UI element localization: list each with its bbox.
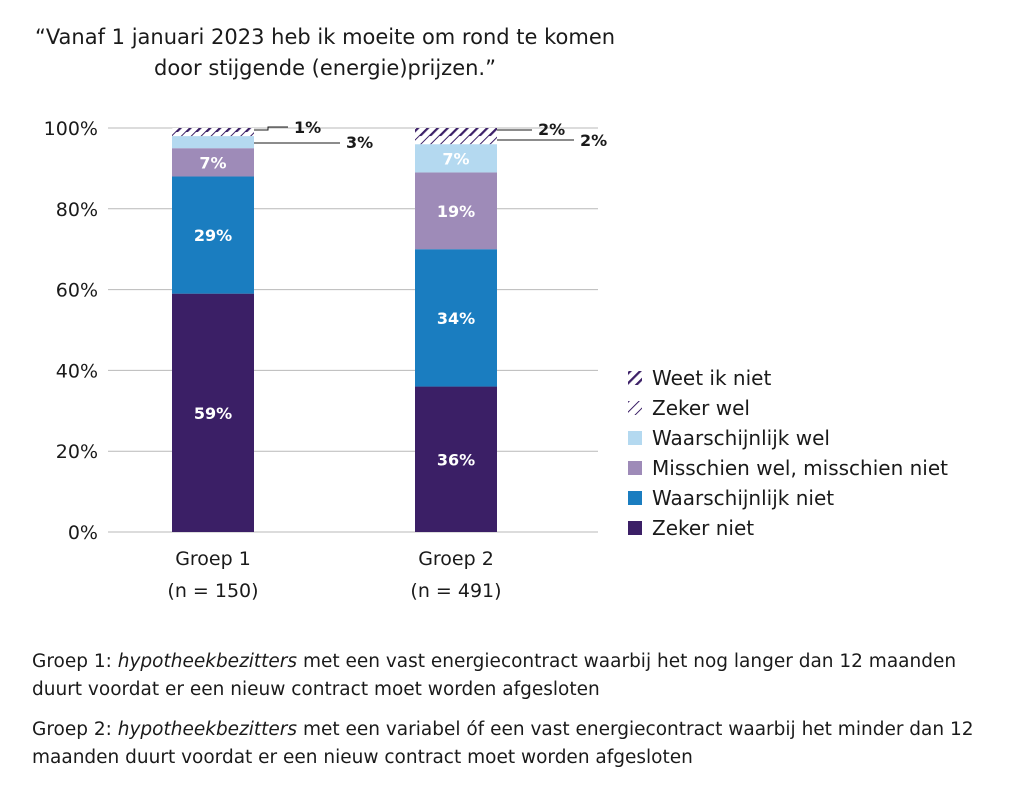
x-axis-categories: Groep 1 (n = 150) Groep 2 (n = 491) [167,548,501,602]
data-label: 59% [194,404,232,423]
bar-segment [172,176,254,294]
category-label: Groep 2 [418,548,494,570]
bar-segment [172,293,254,532]
category-sublabel: (n = 150) [167,580,258,602]
data-label: 7% [199,153,226,172]
legend-entry: Waarschijnlijk niet [652,486,834,510]
callout-line [254,126,288,131]
bar-segment [172,136,254,149]
footnote-text: met een vast energiecontract waarbij het… [32,651,957,700]
y-axis: 0% 20% 40% 60% 80% 100% [44,118,98,544]
footnote-prefix: Groep 1: [32,651,118,672]
legend-swatch [628,431,642,445]
callout-label: 1% [294,118,321,137]
legend-swatch [628,521,642,535]
legend-entry: Zeker wel [652,396,750,420]
callout-label: 2% [580,131,607,150]
bar-segment [415,386,497,532]
footnote-text: met een variabel óf een vast energiecont… [32,719,974,768]
footnote-italic: hypotheekbezitters [117,719,298,740]
bar-segment [415,172,497,250]
bar-segment [172,132,254,137]
callouts: 1% 3% 2% 2% [254,118,607,152]
legend-swatch [628,491,642,505]
bar-segment [415,144,497,173]
legend: Weet ik niet Zeker wel Waarschijnlijk wel M… [628,366,948,540]
y-tick-label: 20% [56,441,98,463]
data-label: 7% [442,149,469,168]
bar-segment [415,136,497,145]
legend-swatch [628,371,642,385]
data-label: 19% [437,202,475,221]
legend-entry: Weet ik niet [652,366,771,390]
bar-segment [172,128,254,133]
y-tick-label: 100% [44,118,98,140]
legend-entry: Waarschijnlijk wel [652,426,830,450]
chart-title: “Vanaf 1 januari 2023 heb ik moeite om r… [34,25,616,80]
legend-swatch [628,401,642,415]
category-sublabel: (n = 491) [410,580,501,602]
y-tick-label: 60% [56,280,98,302]
legend-swatch [628,461,642,475]
legend-entry: Zeker niet [652,516,754,540]
footnote-groep-2: Groep 2: hypotheekbezitters met een vari… [32,716,992,772]
footnote-groep-1: Groep 1: hypotheekbezitters met een vast… [32,648,992,704]
footnote-prefix: Groep 2: [32,719,118,740]
callout-label: 3% [346,133,373,152]
data-label: 34% [437,309,475,328]
bars [172,128,497,532]
data-label: 29% [194,226,232,245]
callout-label: 2% [538,120,565,139]
bar-labels: 59% 29% 7% 36% 34% 19% 7% [194,149,475,469]
legend-entry: Misschien wel, misschien niet [652,456,948,480]
footnote-italic: hypotheekbezitters [117,651,298,672]
y-tick-label: 80% [56,199,98,221]
bar-segment [415,249,497,387]
bar-segment [415,128,497,137]
y-tick-label: 0% [68,522,98,544]
bar-segment [172,148,254,177]
data-label: 36% [437,450,475,469]
y-tick-label: 40% [56,360,98,382]
stacked-bar-chart: 0% 20% 40% 60% 80% 100% 59% 29% 7% 36% 34% 19% 7% 1… [44,118,948,602]
category-label: Groep 1 [175,548,251,570]
